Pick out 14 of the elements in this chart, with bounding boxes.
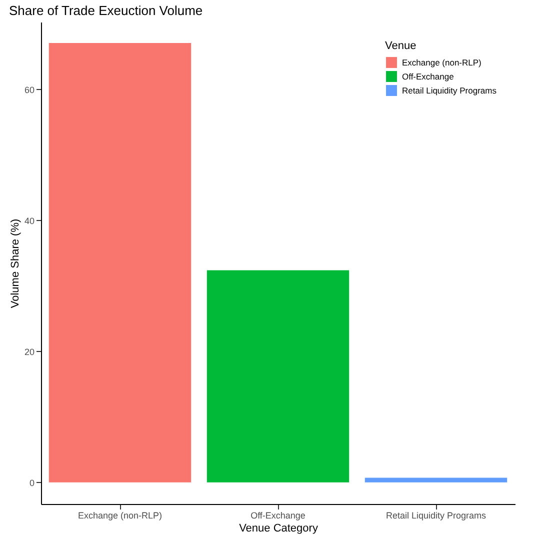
y-tick-label: 0 bbox=[29, 478, 34, 488]
y-tick-label: 20 bbox=[24, 346, 34, 357]
legend-label: Exchange (non-RLP) bbox=[402, 58, 482, 68]
x-tick-label: Off-Exchange bbox=[250, 510, 306, 520]
x-tick-label: Retail Liquidity Programs bbox=[386, 510, 487, 520]
x-axis-title: Venue Category bbox=[239, 522, 318, 534]
chart-title: Share of Trade Exeuction Volume bbox=[8, 3, 203, 18]
y-tick-label: 40 bbox=[24, 216, 34, 226]
y-tick-label: 60 bbox=[24, 84, 34, 95]
legend-label: Retail Liquidity Programs bbox=[402, 86, 496, 96]
legend-label: Off-Exchange bbox=[402, 72, 454, 82]
legend-title: Venue bbox=[385, 40, 416, 52]
y-axis-title: Volume Share (%) bbox=[9, 218, 22, 308]
x-tick-label: Exchange (non-RLP) bbox=[78, 510, 162, 520]
